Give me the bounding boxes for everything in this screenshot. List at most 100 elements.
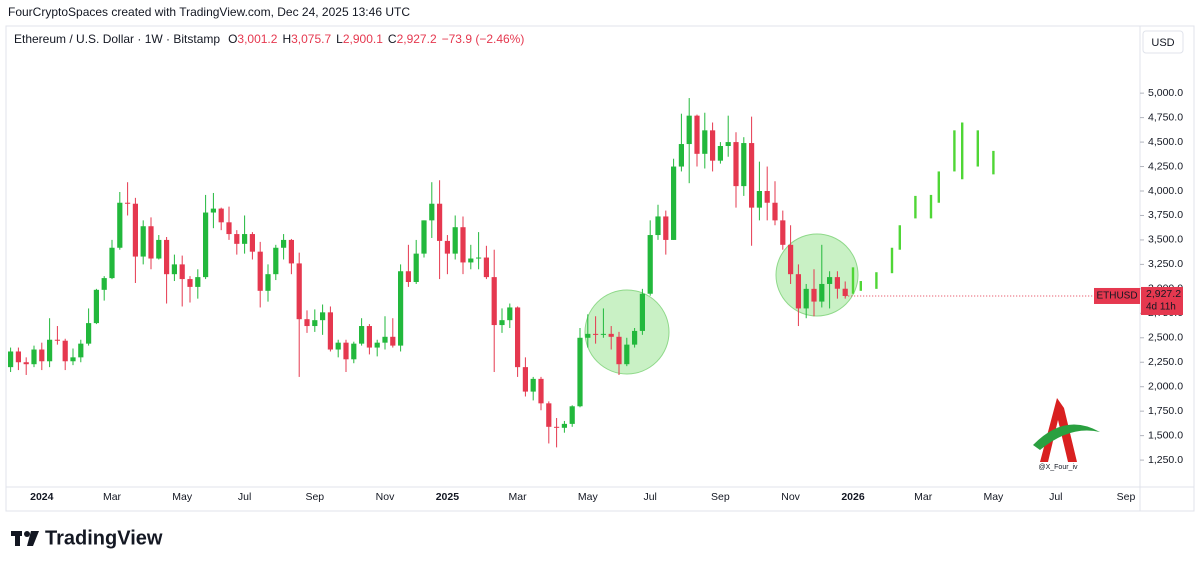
x-tick-label: Mar	[914, 491, 933, 503]
candle-body	[834, 277, 840, 289]
y-tick-label: 3,250.0	[1148, 258, 1183, 270]
candle-body	[429, 203, 435, 221]
candle-body	[530, 378, 536, 392]
y-tick-label: 4,000.0	[1148, 185, 1183, 197]
candle-body	[764, 191, 770, 203]
y-tick-label: 2,250.0	[1148, 356, 1183, 368]
candle-body	[507, 307, 513, 321]
candle-body	[741, 143, 747, 187]
candle-body	[702, 130, 708, 154]
candle-body	[749, 143, 755, 208]
change: −73.9 (−2.46%)	[442, 32, 525, 46]
price-tag-countdown: 4d 11h	[1146, 302, 1176, 313]
candle-body	[413, 253, 419, 283]
x-tick-label: 2024	[30, 491, 54, 503]
y-tick-label: 4,500.0	[1148, 136, 1183, 148]
candle-body	[600, 333, 606, 335]
candle-body	[585, 333, 591, 338]
candle-body	[819, 283, 825, 302]
chart-title: Ethereum / U.S. Dollar · 1W · Bitstamp	[14, 32, 220, 46]
candle-body	[273, 247, 279, 275]
candle-body	[827, 277, 833, 284]
candle-body	[234, 234, 240, 244]
candle-body	[546, 403, 552, 427]
x-tick-label: Jul	[643, 491, 656, 503]
y-tick-label: 5,000.0	[1148, 87, 1183, 99]
candle-body	[8, 351, 14, 368]
currency: USD	[1151, 37, 1174, 49]
candle-body	[710, 130, 716, 161]
candle-body	[538, 378, 544, 404]
candle-body	[499, 320, 505, 326]
candle-body	[312, 320, 318, 327]
candle-body	[795, 274, 801, 309]
legend-key: C	[388, 32, 397, 46]
legend-value: 2,927.2	[397, 32, 437, 46]
candle-body	[78, 343, 84, 358]
candle-body	[109, 247, 115, 279]
legend: Ethereum / U.S. Dollar · 1W · Bitstamp O3…	[14, 32, 524, 46]
candle-body	[780, 220, 786, 245]
y-tick-label: 2,000.0	[1148, 380, 1183, 392]
candle-body	[117, 202, 123, 248]
candle-body	[772, 202, 778, 221]
y-tick-label: 2,500.0	[1148, 332, 1183, 344]
candle-body	[249, 234, 255, 252]
candle-body	[164, 239, 170, 275]
price-tag-box	[1141, 286, 1183, 315]
candle-body	[54, 339, 60, 341]
candle-body	[86, 323, 92, 344]
candle-body	[639, 293, 645, 331]
candle-body	[398, 271, 404, 346]
candle-body	[281, 239, 287, 248]
caption: FourCryptoSpaces created with TradingVie…	[8, 5, 410, 19]
candle-body	[218, 208, 224, 223]
candle-body	[171, 264, 177, 275]
candle-body	[686, 115, 692, 145]
candle-body	[608, 333, 614, 337]
candle-body	[632, 330, 638, 345]
candle-body	[382, 336, 388, 343]
y-tick-label: 3,750.0	[1148, 209, 1183, 221]
chart-frame	[5, 25, 1195, 512]
candle-body	[390, 336, 396, 346]
candle-body	[62, 340, 68, 362]
candle-body	[476, 257, 482, 259]
candle-body	[210, 208, 216, 213]
highlight-circle	[584, 289, 670, 375]
candle-body	[405, 271, 411, 283]
candle-body	[733, 142, 739, 187]
candle-body	[437, 203, 443, 241]
legend-value: 3,001.2	[237, 32, 277, 46]
legend-value: 3,075.7	[291, 32, 331, 46]
brand: TradingView	[45, 527, 163, 549]
x-tick-label: Mar	[509, 491, 528, 503]
price-tag-symbol-box	[1094, 287, 1140, 304]
candle-body	[788, 244, 794, 275]
candle-body	[257, 251, 263, 291]
candle-body	[803, 288, 809, 309]
candle-body	[148, 226, 154, 259]
candle-body	[296, 263, 302, 320]
candle-body	[327, 312, 333, 350]
candle-body	[31, 349, 37, 365]
candle-body	[47, 339, 53, 362]
candle-body	[156, 239, 162, 259]
candle-body	[351, 343, 357, 360]
candle-body	[811, 288, 817, 302]
y-tick-label: 1,500.0	[1148, 429, 1183, 441]
candle-body	[70, 357, 76, 362]
y-tick-label: 3,500.0	[1148, 234, 1183, 246]
brand-logo	[11, 531, 39, 546]
legend-key: L	[336, 32, 343, 46]
x-tick-label: Mar	[103, 491, 122, 503]
x-tick-label: Jul	[1049, 491, 1062, 503]
candle-body	[522, 367, 528, 392]
candle-body	[663, 216, 669, 240]
x-tick-label: Sep	[1117, 491, 1136, 503]
candle-body	[554, 426, 560, 428]
candle-body	[242, 234, 248, 244]
watermark: @X_Four_iv	[1038, 464, 1078, 471]
